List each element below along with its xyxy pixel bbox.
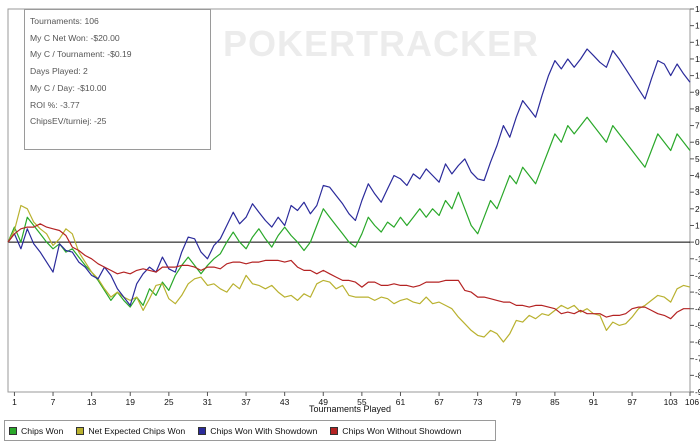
y-tick-label: 14,000 xyxy=(695,4,700,14)
legend-swatch-chips-won xyxy=(9,426,17,435)
stat-tournaments: Tournaments: 106 xyxy=(30,16,99,26)
x-axis-ticks: 1 7 13 19 25 31 37 43 49 55 61 67 73 79 85 91 97 103 106 xyxy=(12,392,699,407)
x-tick-label: 55 xyxy=(357,397,367,407)
stats-panel: Tournaments: 106 My C Net Won: -$20.00 M… xyxy=(24,9,211,150)
x-tick-label: 106 xyxy=(685,397,699,407)
legend-swatch-without-showdown xyxy=(330,426,339,435)
chart-area: POKERTRACKER 1 7 13 19 25 31 37 43 49 55 61 67 73 79 8… xyxy=(7,4,700,414)
y-tick-label: 4,000 xyxy=(695,171,700,181)
legend-item-chips-won[interactable]: Chips Won xyxy=(9,426,63,436)
x-tick-label: 7 xyxy=(51,397,56,407)
legend: Chips Won Net Expected Chips Won Chips W… xyxy=(4,420,496,441)
y-tick-label: -4,000 xyxy=(695,304,700,314)
x-tick-label: 73 xyxy=(473,397,483,407)
y-tick-label: -2,000 xyxy=(695,270,700,280)
legend-label: Net Expected Chips Won xyxy=(88,425,186,436)
legend-label: Chips Won Without Showdown xyxy=(342,425,462,436)
stat-roi: ROI %: -3.77 xyxy=(30,99,80,110)
plot-border xyxy=(7,8,691,393)
series-line-2 xyxy=(7,48,691,306)
series-lines xyxy=(7,48,691,343)
stat-per-day: My C / Day: -$10.00 xyxy=(30,82,107,93)
legend-label: Chips Won xyxy=(21,425,64,436)
x-tick-label: 43 xyxy=(280,397,290,407)
y-tick-label: 7,000 xyxy=(695,121,700,131)
x-tick-label: 67 xyxy=(434,397,444,407)
x-tick-label: 1 xyxy=(12,397,17,407)
series-line-3 xyxy=(7,223,690,320)
y-tick-label: 0 xyxy=(695,237,700,247)
y-tick-label: 5,000 xyxy=(695,154,700,164)
x-tick-label: 31 xyxy=(203,397,213,407)
watermark-logo: POKERTRACKER xyxy=(223,23,539,64)
y-tick-label: 10,000 xyxy=(695,71,700,81)
x-tick-label: 79 xyxy=(512,397,522,407)
x-tick-label: 49 xyxy=(319,397,329,407)
y-tick-label: -3,000 xyxy=(695,287,700,297)
x-axis-label: Tournaments Played xyxy=(309,404,391,414)
x-tick-label: 97 xyxy=(627,397,637,407)
y-tick-label: -6,000 xyxy=(695,337,700,347)
y-tick-label: 11,000 xyxy=(695,54,700,64)
legend-swatch-with-showdown xyxy=(198,426,207,435)
y-axis-ticks: -9,000 -8,000 -7,000 -6,000 -5,000 -4,000 -3,0… xyxy=(690,4,700,397)
x-tick-label: 25 xyxy=(164,397,174,407)
x-tick-label: 91 xyxy=(589,397,599,407)
stat-chips-ev: ChipsEV/turniej: -25 xyxy=(30,116,107,127)
y-tick-label: 1,000 xyxy=(695,220,700,230)
y-tick-label: -9,000 xyxy=(695,387,700,397)
legend-item-with-showdown[interactable]: Chips Won With Showdown xyxy=(198,426,317,436)
stat-per-tournament: My C / Tournament: -$0.19 xyxy=(30,49,132,60)
legend-label: Chips Won With Showdown xyxy=(210,425,318,436)
stat-net-won: My C Net Won: -$20.00 xyxy=(30,32,120,43)
x-tick-label: 85 xyxy=(550,397,560,407)
series-line-1 xyxy=(7,204,691,343)
x-tick-label: 37 xyxy=(241,397,251,407)
legend-swatch-net-expected xyxy=(76,426,85,435)
y-tick-label: 3,000 xyxy=(695,187,700,197)
y-tick-label: 13,000 xyxy=(695,21,700,31)
y-tick-label: 9,000 xyxy=(695,87,700,97)
legend-item-without-showdown[interactable]: Chips Won Without Showdown xyxy=(330,426,461,436)
y-tick-label: -8,000 xyxy=(695,370,700,380)
x-tick-label: 19 xyxy=(126,397,136,407)
stat-days-played: Days Played: 2 xyxy=(30,66,88,77)
y-tick-label: -5,000 xyxy=(695,320,700,330)
y-tick-label: 6,000 xyxy=(695,137,700,147)
y-tick-label: -1,000 xyxy=(695,254,700,264)
x-tick-label: 61 xyxy=(396,397,406,407)
y-tick-label: 8,000 xyxy=(695,104,700,114)
series-line-0 xyxy=(7,116,691,308)
y-tick-label: 2,000 xyxy=(695,204,700,214)
y-tick-label: -7,000 xyxy=(695,354,700,364)
y-tick-label: 12,000 xyxy=(695,37,700,47)
x-tick-label: 103 xyxy=(664,397,678,407)
legend-item-net-expected[interactable]: Net Expected Chips Won xyxy=(76,426,185,436)
x-tick-label: 13 xyxy=(87,397,97,407)
